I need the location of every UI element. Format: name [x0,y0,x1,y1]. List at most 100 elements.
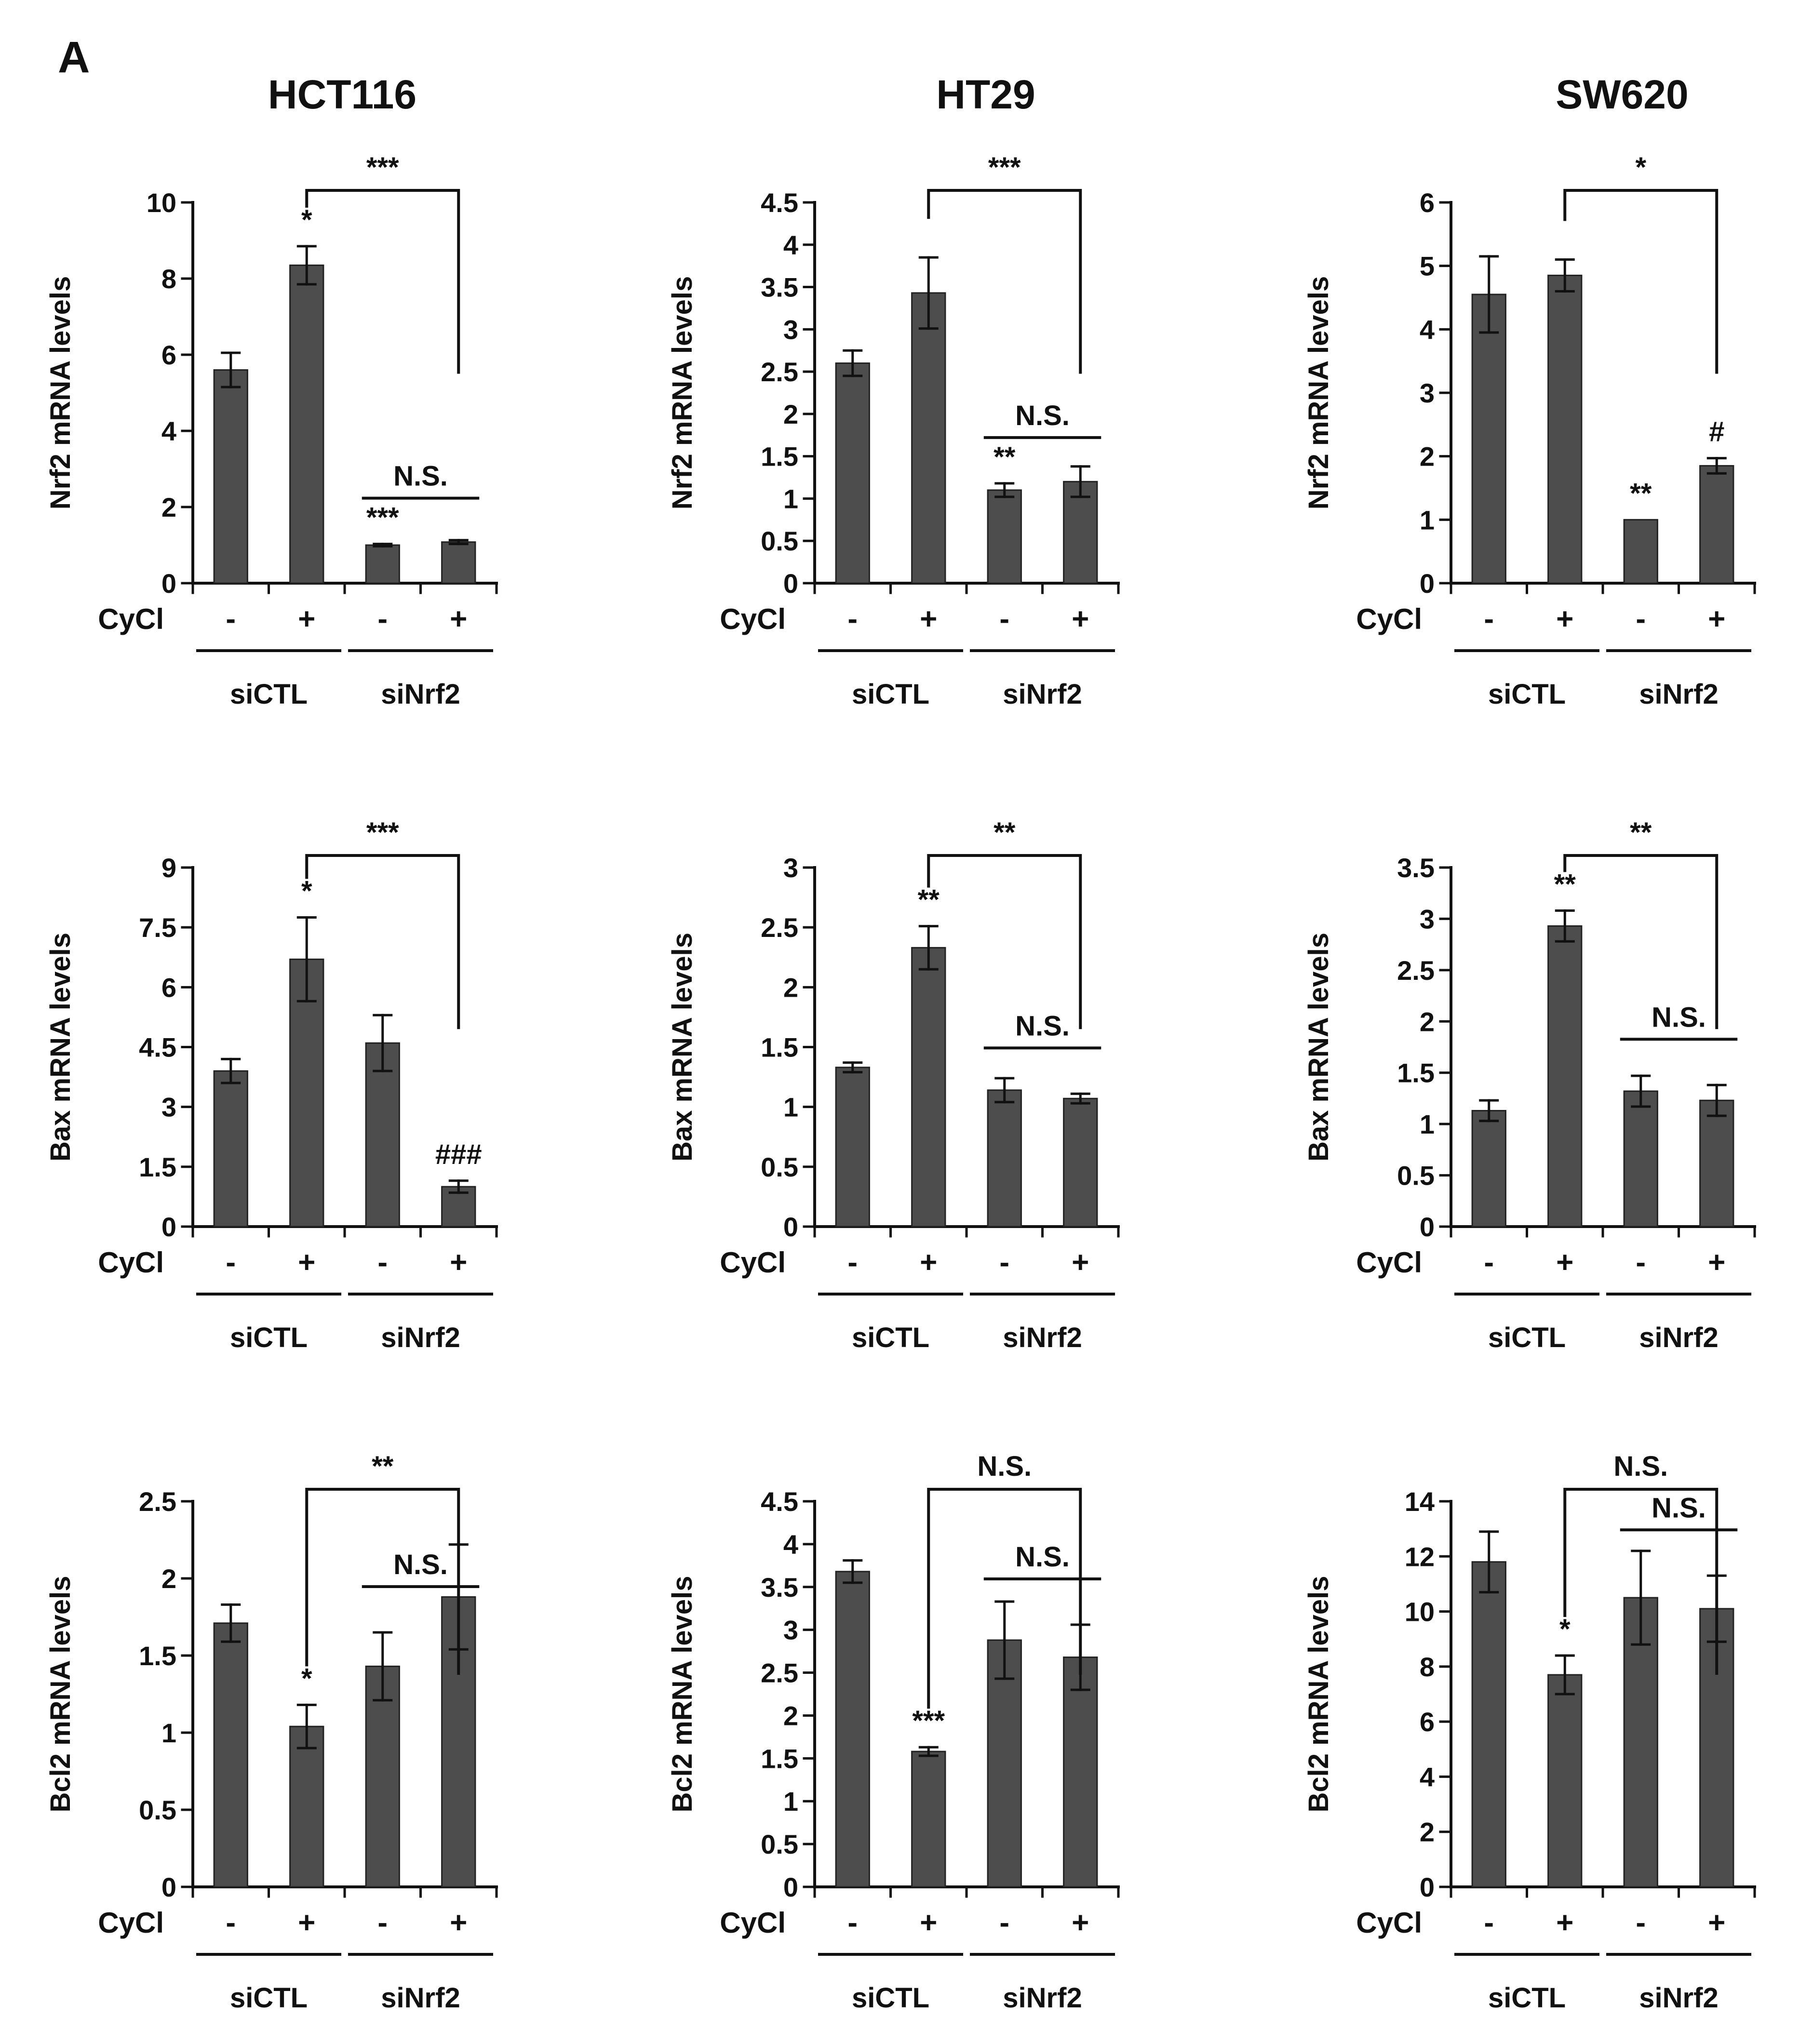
comparison-bracket [927,1488,1082,1709]
bar [911,947,946,1228]
y-tick-label: 0 [161,1872,176,1902]
y-tick-label: 3.5 [761,272,798,303]
condition-symbol: + [1708,1906,1725,1939]
condition-symbol: + [298,602,315,636]
group-label: siNrf2 [381,679,460,710]
bar [1623,1090,1658,1228]
y-tick-label: 2 [1420,1817,1435,1847]
y-tick-label: 0.5 [761,1829,798,1859]
bar [1699,465,1734,584]
comparison-bracket [305,854,460,1029]
group-label: siCTL [1488,679,1566,710]
bar [1063,1657,1098,1888]
y-tick-label: 4 [161,416,176,446]
bar [365,544,400,584]
condition-symbol: + [450,1246,467,1279]
y-tick-label: 2 [783,399,798,429]
y-tick-label: 3 [783,1615,798,1645]
chart-panel-5: 0 0.5 1 1.5 2 2.5 3 Bax mRNA levels ** ** N.S. CyCl… [667,817,1120,1353]
bar-significance-label: * [301,1663,312,1694]
y-axis-label: Bax mRNA levels [45,933,76,1162]
bar [289,264,324,584]
y-tick-label: 2 [1420,1006,1435,1037]
y-tick-label: 0 [783,568,798,599]
y-tick-label: 1 [1420,505,1435,535]
condition-symbol: - [847,602,858,636]
group-label: siCTL [1488,1982,1566,2014]
group-label: siNrf2 [381,1322,460,1353]
bar [1547,925,1583,1228]
y-tick-label: 10 [1405,1597,1435,1627]
column-title-hct116: HCT116 [268,72,416,117]
y-tick-label: 14 [1405,1486,1435,1517]
y-tick-label: 4 [783,230,798,260]
comparison-label: N.S. [1652,1492,1706,1523]
y-tick-label: 0 [783,1212,798,1242]
bar-significance-label: *** [912,1705,945,1737]
condition-symbol: - [847,1906,858,1939]
y-tick-label: 3 [783,314,798,345]
bar [1471,294,1506,584]
y-tick-label: 2.5 [1397,955,1435,986]
y-tick-label: 0 [1420,1212,1435,1242]
y-tick-label: 3 [161,1092,176,1122]
condition-symbol: - [999,1246,1009,1279]
condition-symbol: + [1556,602,1573,636]
y-tick-label: 1.5 [1397,1058,1435,1088]
condition-symbol: - [1636,1246,1646,1279]
bar [213,1622,248,1888]
group-label: siCTL [230,1982,308,2014]
y-tick-label: 3 [783,853,798,883]
bar [365,1042,400,1228]
group-label: siCTL [230,679,308,710]
comparison-bracket [1563,854,1719,1029]
condition-label: CyCl [720,1907,786,1939]
y-tick-label: 3 [1420,378,1435,408]
condition-symbol: + [1708,1246,1725,1279]
bar-significance-label: * [301,875,312,907]
bracket-label: ** [994,817,1016,848]
chart-panel-4: 0 1.5 3 4.5 6 7.5 9 Bax mRNA levels * ### *** CyCl -… [45,817,498,1353]
bar-significance-label: ** [1554,868,1576,900]
group-label: siCTL [1488,1322,1566,1353]
y-tick-label: 8 [1420,1652,1435,1682]
condition-symbol: - [377,1246,388,1279]
bar [911,1750,946,1888]
comparison-label: N.S. [393,461,448,492]
bar [987,1089,1022,1228]
group-label: siCTL [852,1982,929,2014]
comparison-bracket [1563,1488,1719,1675]
condition-symbol: + [920,1906,937,1939]
y-tick-label: 1 [1420,1109,1435,1139]
bar [441,541,476,584]
comparison-bracket [927,854,1082,1029]
group-label: siNrf2 [1003,1982,1082,2014]
condition-symbol: + [920,1246,937,1279]
y-tick-label: 1 [783,483,798,514]
y-tick-label: 0.5 [1397,1161,1435,1191]
bar [1471,1561,1506,1888]
y-axis-label: Bcl2 mRNA levels [1303,1576,1334,1812]
bracket-label: *** [366,817,399,848]
condition-symbol: - [999,602,1009,636]
condition-label: CyCl [720,1246,786,1279]
bracket-label: *** [366,152,399,183]
column-title-sw620: SW620 [1556,72,1688,117]
y-tick-label: 0 [1420,1872,1435,1902]
comparison-label: N.S. [1652,1002,1706,1033]
bracket-label: ** [372,1451,394,1482]
condition-symbol: - [1484,1246,1494,1279]
group-label: siNrf2 [1639,1982,1718,2014]
y-tick-label: 0 [161,568,176,599]
bar [213,369,248,584]
column-title-ht29: HT29 [936,72,1035,117]
bar [1547,274,1583,584]
group-label: siCTL [852,1322,929,1353]
condition-symbol: + [920,602,937,636]
condition-symbol: - [1636,602,1646,636]
y-tick-label: 7.5 [139,912,176,943]
comparison-bracket [305,1488,460,1675]
group-label: siNrf2 [1639,679,1718,710]
